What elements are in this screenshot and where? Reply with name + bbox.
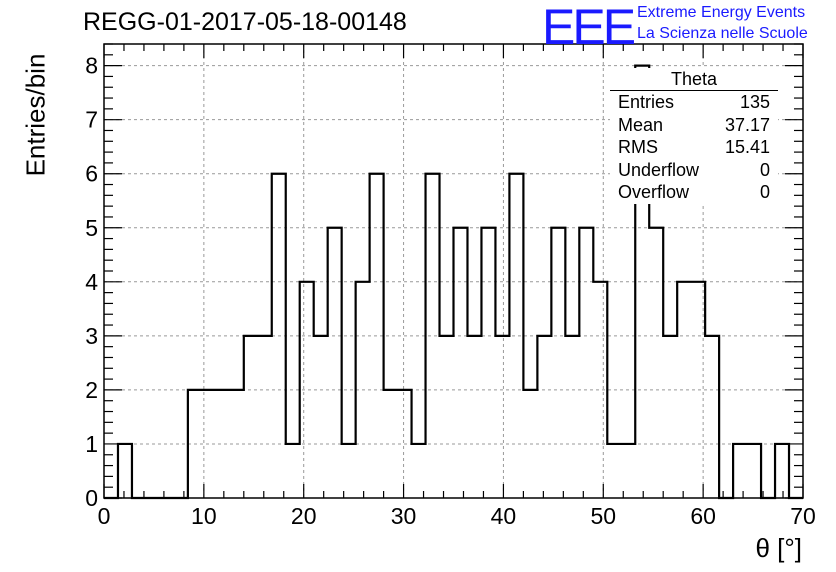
histogram-bin [244,336,258,498]
histogram-bin [775,444,789,498]
y-tick-label: 7 [85,107,98,133]
histogram-bin [314,336,328,498]
histogram-bin [705,336,719,498]
histogram-bin [384,390,398,498]
stats-row-underflow: Underflow 0 [610,159,778,182]
histogram-bin [565,336,579,498]
y-tick-label: 2 [85,377,98,403]
stats-value: 15.41 [724,137,770,157]
histogram-bin [649,228,663,498]
histogram-bin [328,228,342,498]
x-tick-label: 50 [590,503,616,529]
histogram-outline [104,64,803,500]
x-tick-label: 20 [291,503,317,529]
histogram-bin [747,444,761,498]
stats-label: Entries [618,92,675,112]
y-tick-label: 0 [85,485,98,511]
x-tick-label: 10 [191,503,217,529]
stats-value: 37.17 [724,114,770,135]
x-axis-label: θ [°] [755,533,802,563]
run-title: REGG-01-2017-05-18-00148 [83,8,407,36]
x-tick-label: 60 [690,503,716,529]
stats-row-rms: RMS 15.41 [610,136,778,159]
stats-title: Theta [610,68,778,91]
tick-marks [103,43,804,499]
histogram-bin [551,228,565,498]
stats-value: 135 [739,92,770,112]
eee-logo-line1: Extreme Energy Events [637,4,806,21]
stats-row-overflow: Overflow 0 [610,181,778,204]
histogram-bin [663,336,677,498]
histogram-bin [467,336,481,498]
y-tick-label: 3 [85,323,98,349]
eee-logo-line2: La Scienza nelle Scuole [637,25,808,42]
histogram-bin [677,282,691,498]
stats-row-entries: Entries 135 [610,91,778,114]
histogram-bin [481,228,495,498]
histogram-bin [537,336,551,498]
x-tick-label: 30 [391,503,417,529]
histogram-bin [300,282,314,498]
histogram-bin [286,444,300,498]
stats-value: 0 [759,182,770,202]
stats-label: RMS [618,137,658,157]
histogram-bin [733,444,747,498]
y-tick-label: 8 [85,53,98,79]
histogram-bars [104,64,803,500]
x-tick-label: 70 [790,503,816,529]
eee-logo: EEE [542,0,636,55]
histogram-bin [342,444,356,498]
histogram-bin [412,444,426,498]
stats-row-mean: Mean 37.17 [610,114,778,137]
histogram-bin [258,336,272,498]
histogram-bin [509,174,523,498]
histogram-bin [621,444,635,498]
stats-box: Theta Entries 135 Mean 37.17 RMS 15.41 U… [610,68,778,204]
histogram-bin [440,336,454,498]
x-tick-label: 40 [491,503,517,529]
tick-labels: 0 10 20 30 40 50 60 70 0 1 2 3 4 5 6 7 8 [85,53,816,529]
histogram-bin [454,228,468,498]
histogram-bin [579,228,593,498]
histogram-bin [607,444,621,498]
y-axis-label: Entries/bin [20,53,51,177]
x-tick-label: 0 [98,503,111,529]
y-tick-label: 4 [85,269,98,295]
y-tick-label: 1 [85,431,98,457]
stats-label: Mean [618,114,664,135]
histogram-bin [118,444,132,498]
y-tick-label: 6 [85,161,98,187]
histogram-bin [593,282,607,498]
histogram-bin [495,336,509,498]
histogram-bin [426,174,440,498]
y-tick-label: 5 [85,215,98,241]
stats-label: Overflow [618,182,690,202]
stats-value: 0 [759,159,770,180]
stats-label: Underflow [618,159,700,180]
histogram-bin [216,390,230,498]
